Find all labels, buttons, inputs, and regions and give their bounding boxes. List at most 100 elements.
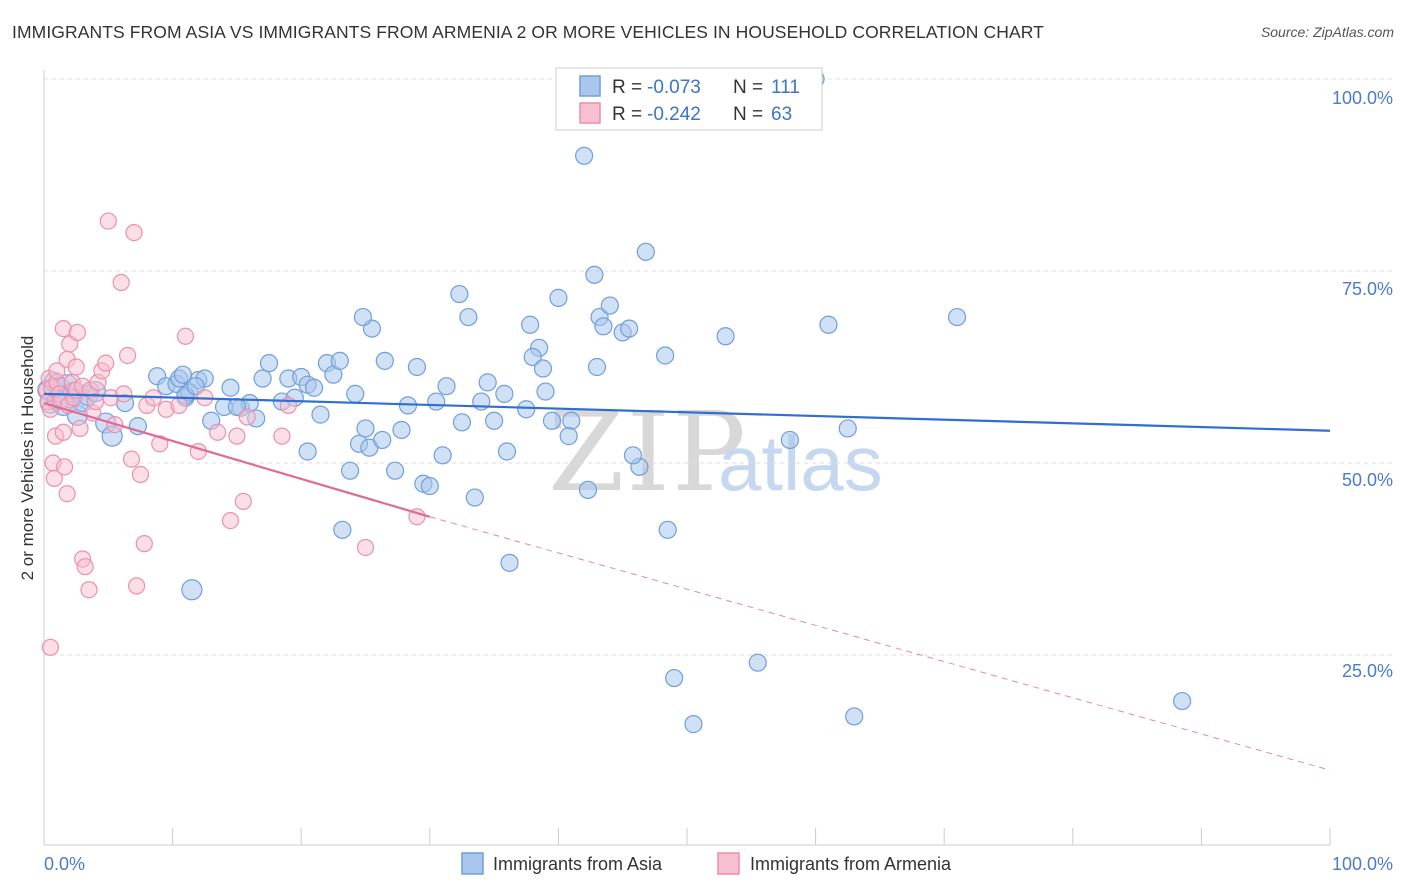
asia-point-101 [658, 520, 677, 539]
armenia-point-48 [151, 435, 169, 453]
asia-point-78 [517, 400, 536, 419]
armenia-point-55 [221, 511, 240, 530]
asia-point-99 [636, 242, 655, 261]
armenia-point-35 [99, 212, 117, 230]
armenia-point-28 [80, 581, 98, 599]
bottom-legend-swatch-asia [461, 852, 484, 875]
armenia-point-59 [273, 427, 291, 445]
asia-point-69 [452, 413, 472, 432]
asia-point-72 [465, 488, 484, 507]
asia-point-107 [780, 430, 799, 450]
bottom-legend-label-asia: Immigrants from Asia [493, 854, 663, 874]
x-tick-label-0: 0.0% [44, 854, 85, 874]
armenia-point-61 [356, 538, 375, 557]
asia-point-31 [221, 378, 240, 397]
asia-point-79 [521, 315, 540, 334]
source-credit: Source: ZipAtlas.com [1260, 24, 1394, 40]
asia-point-100 [656, 346, 675, 365]
legend-swatch-asia [579, 75, 601, 97]
asia-point-104 [684, 715, 703, 734]
asia-point-60 [392, 420, 411, 440]
asia-point-86 [562, 411, 581, 430]
armenia-point-13 [54, 423, 72, 441]
legend-asia-r-label: R = [612, 77, 642, 98]
asia-point-74 [485, 411, 504, 430]
y-axis-title: 2 or more Vehicles in Household [18, 336, 37, 581]
asia-point-58 [375, 351, 394, 370]
asia-point-84 [542, 411, 562, 430]
asia-point-90 [585, 265, 604, 284]
asia-point-77 [500, 553, 519, 572]
armenia-point-16 [58, 485, 76, 503]
armenia-point-50 [170, 396, 188, 414]
armenia-point-38 [112, 273, 130, 292]
asia-point-110 [838, 419, 857, 438]
gridlines [44, 78, 1393, 656]
asia-point-57 [373, 430, 392, 450]
asia-point-64 [420, 476, 439, 496]
asia-point-36 [253, 369, 272, 388]
asia-point-44 [311, 405, 330, 424]
trend-lines [43, 392, 1331, 771]
chart-title: IMMIGRANTS FROM ASIA VS IMMIGRANTS FROM … [12, 22, 1044, 42]
asia-point-96 [620, 319, 639, 338]
asia-point-54 [356, 419, 375, 438]
asia-point-89 [578, 480, 598, 499]
x-tick-label-100: 100.0% [1332, 854, 1393, 874]
asia-point-98 [623, 446, 643, 465]
asia-point-27 [181, 579, 203, 601]
armenia-point-22 [67, 358, 85, 376]
asia-point-28 [186, 377, 205, 396]
correlation-legend: R = -0.073 N = 111 R = -0.242 N = 63 [555, 67, 823, 131]
asia-point-112 [947, 307, 967, 327]
armenia-point-24 [71, 419, 89, 438]
asia-point-50 [340, 461, 360, 480]
armenia-point-6 [45, 469, 63, 487]
armenia-trend-line [43, 402, 431, 518]
armenia-point-44 [131, 465, 150, 484]
legend-armenia-r-label: R = [612, 104, 642, 125]
armenia-trend-extension [429, 516, 1331, 771]
asia-point-83 [536, 382, 555, 401]
asia-point-23 [173, 365, 192, 384]
legend-armenia-r-value: -0.242 [647, 104, 701, 125]
asia-point-70 [459, 307, 478, 327]
armenia-point-54 [209, 423, 227, 441]
asia-point-106 [748, 653, 767, 672]
series-armenia-points [37, 212, 426, 656]
armenia-point-58 [238, 408, 256, 426]
asia-point-73 [478, 373, 497, 392]
series-legend: Immigrants from Asia Immigrants from Arm… [461, 852, 952, 875]
asia-point-68 [450, 284, 469, 304]
armenia-point-27 [76, 558, 94, 576]
armenia-point-57 [234, 492, 252, 510]
armenia-point-51 [176, 327, 195, 345]
asia-point-65 [427, 392, 446, 411]
legend-swatch-armenia [579, 102, 601, 124]
asia-point-92 [594, 317, 613, 336]
asia-point-49 [333, 520, 352, 539]
bottom-legend-swatch-armenia [717, 852, 740, 875]
asia-point-94 [600, 296, 619, 315]
armenia-point-42 [125, 224, 143, 242]
armenia-point-56 [228, 427, 246, 445]
y-tick-label-25: 25.0% [1342, 661, 1393, 681]
armenia-point-23 [68, 323, 87, 342]
asia-point-93 [587, 357, 607, 377]
asia-point-105 [716, 327, 735, 346]
asia-point-48 [330, 351, 349, 370]
asia-point-62 [407, 357, 427, 377]
y-tick-label-100: 100.0% [1332, 88, 1393, 108]
asia-point-75 [497, 442, 517, 461]
bottom-legend-label-armenia: Immigrants from Armenia [750, 854, 952, 874]
armenia-point-43 [127, 577, 146, 595]
asia-point-76 [495, 384, 514, 403]
asia-point-81 [523, 347, 542, 367]
asia-point-53 [346, 384, 365, 403]
asia-point-87 [559, 427, 578, 446]
asia-point-43 [304, 378, 324, 397]
asia-point-111 [845, 707, 864, 726]
asia-point-45 [298, 442, 317, 461]
legend-asia-n-label: N = [733, 77, 763, 98]
asia-point-56 [353, 307, 373, 327]
